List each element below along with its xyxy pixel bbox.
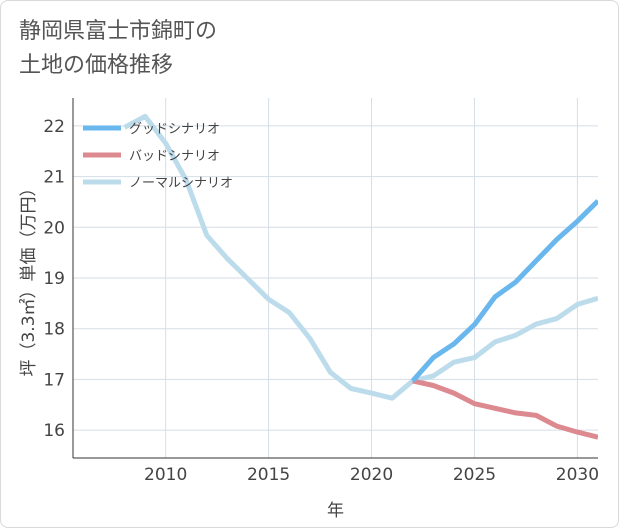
x-tick-label: 2020	[350, 465, 393, 485]
x-tick-label: 2030	[556, 465, 599, 485]
series-group	[123, 113, 598, 440]
y-axis-title: 坪（3.3㎡）単価（万円）	[19, 179, 39, 376]
y-tick-label: 17	[43, 370, 65, 390]
x-tick-label: 2025	[453, 465, 496, 485]
series-line-good	[410, 199, 598, 383]
series-line-bad	[412, 378, 598, 440]
legend-label-good: グッドシナリオ	[129, 122, 220, 137]
y-tick-label: 22	[43, 117, 65, 137]
y-tick-label: 21	[43, 168, 65, 188]
x-tick-label: 2015	[247, 465, 290, 485]
x-axis-title: 年	[327, 501, 344, 521]
chart-title-line-2: 土地の価格推移	[19, 53, 174, 78]
legend-label-normal: ノーマルシナリオ	[129, 176, 233, 191]
legend-label-bad: バッドシナリオ	[129, 149, 220, 164]
chart-title-line-1: 静岡県富士市錦町の	[19, 19, 218, 44]
x-tick-label: 2010	[144, 465, 187, 485]
y-tick-label: 18	[43, 320, 65, 340]
series-line-normal	[123, 113, 598, 401]
chart-title: 静岡県富士市錦町の 土地の価格推移	[19, 15, 217, 83]
y-tick-label: 16	[43, 421, 65, 441]
y-tick-label: 20	[43, 218, 65, 238]
y-tick-label: 19	[43, 269, 65, 289]
